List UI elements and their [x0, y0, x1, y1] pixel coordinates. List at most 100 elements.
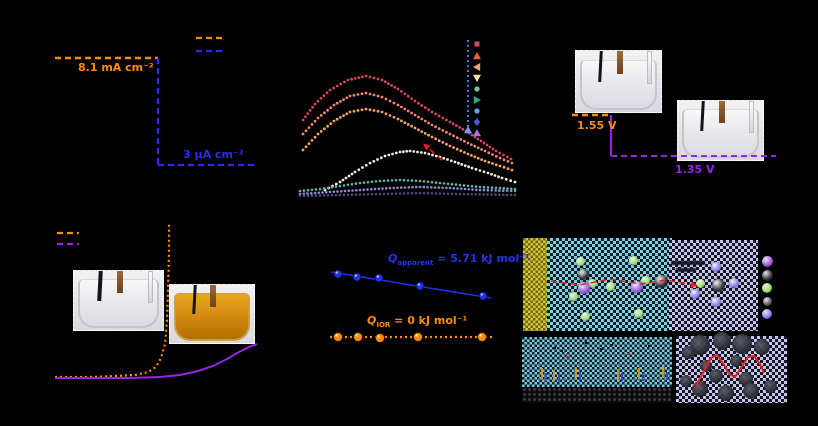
legend-atom-swatch: [762, 309, 772, 319]
b-legend-m6: [473, 96, 481, 104]
reference-tube: [646, 51, 652, 84]
adsorbed-stick-orange: [662, 367, 664, 378]
activation-energy-apparent-label: Qapparent = 5.71 kJ mol⁻¹: [388, 252, 530, 267]
md-structure-atom: [732, 334, 752, 354]
molecule-mark: [648, 345, 651, 347]
molecule-mark: [627, 353, 630, 355]
adsorbed-stick-blue: [579, 372, 581, 380]
atom: [580, 311, 590, 321]
md-structure-atom: [692, 381, 708, 397]
md-structure-atom: [680, 375, 692, 387]
adsorbed-stick-orange: [638, 368, 640, 379]
atom: [654, 274, 668, 288]
atom: [711, 278, 725, 292]
d-lsv-purple: [55, 343, 258, 379]
atom: [605, 281, 615, 291]
q-symbol: Q: [388, 252, 398, 265]
reference-tube: [748, 101, 754, 133]
adsorbed-stick-orange: [575, 367, 577, 378]
molecule-mark: [560, 350, 563, 352]
legend-atom-swatch: [761, 269, 773, 281]
legend-atom-swatch: [761, 255, 773, 267]
current-low-label: 3 μA cm⁻²: [183, 148, 244, 161]
md-structure-atom: [681, 345, 695, 359]
md-structure-atom: [690, 335, 710, 355]
md-structure-atom: [754, 339, 770, 355]
beaker-photo-1p35v: [677, 100, 764, 161]
b-curve-5: [298, 178, 517, 193]
illegible-annotation: [671, 261, 705, 265]
atom: [577, 268, 589, 280]
adsorbed-stick-blue: [666, 372, 668, 380]
adsorbed-stick-orange: [553, 370, 555, 381]
electrode-brown: [616, 51, 623, 75]
adsorbed-stick-orange: [541, 368, 543, 379]
electrode-atom-band: [522, 387, 672, 403]
b-legend-m4: [473, 74, 481, 82]
q-subscript: apparent: [397, 259, 434, 268]
atom: [729, 278, 739, 288]
b-curve-7: [298, 191, 517, 198]
activation-energy-ior-label: QIOR = 0 kJ mol⁻¹: [367, 314, 467, 329]
b-curve-4: [323, 149, 517, 192]
md-structure-atom: [718, 385, 734, 401]
md-structure-atom: [743, 383, 759, 399]
atom: [568, 291, 578, 301]
b-curve-1: [301, 74, 513, 161]
atom: [633, 308, 643, 318]
q-subscript: IOR: [376, 321, 391, 330]
electrode-brown: [718, 101, 725, 124]
b-red-arrow: [422, 143, 443, 161]
atom: [578, 282, 590, 294]
atom: [711, 297, 721, 307]
b-legend-m3: [473, 63, 481, 71]
b-curve-2: [301, 91, 514, 165]
molecule-mark: [553, 347, 556, 349]
atom: [711, 262, 721, 272]
md-structure-atom: [730, 355, 742, 367]
e-fit-blue: [330, 271, 492, 299]
reference-tube: [147, 271, 154, 303]
b-legend-m7: [474, 108, 480, 114]
voltage-low-label: 1.35 V: [675, 163, 715, 176]
b-legend-m8: [473, 118, 481, 126]
e-points-blue: [333, 269, 488, 301]
legend-atom-swatch: [762, 296, 772, 306]
md-structure-atom: [709, 369, 723, 383]
b-curve-6: [298, 185, 517, 196]
atom: [695, 278, 705, 288]
beaker-photo-1p55v: [575, 50, 662, 113]
electrode-brown: [210, 285, 217, 308]
beaker-photo-clear: [73, 270, 164, 331]
molecule-mark: [585, 342, 588, 344]
b-marker-arrow: [464, 126, 472, 134]
adsorbed-stick-blue: [558, 374, 560, 382]
legend-atom-swatch: [762, 283, 772, 293]
atom: [690, 289, 700, 299]
electrode-slab: [523, 238, 547, 331]
atom: [631, 281, 643, 293]
beaker-glass: [682, 109, 759, 159]
md-structure-atom: [713, 332, 731, 350]
adsorbed-stick-blue: [621, 373, 623, 381]
adsorbed-stick-orange: [617, 369, 619, 380]
molecule-mark: [566, 356, 569, 358]
b-legend-m9: [473, 129, 481, 137]
molecule-mark: [600, 348, 603, 350]
b-legend-m1: [474, 41, 480, 47]
b-curve-3: [301, 107, 514, 172]
adsorbed-stick-blue: [545, 373, 547, 381]
q-value: = 0 kJ mol⁻¹: [390, 314, 468, 327]
voltage-high-label: 1.55 V: [577, 119, 617, 132]
molecule-mark: [610, 344, 613, 346]
atom: [628, 255, 638, 265]
current-high-label: 8.1 mA cm⁻²: [78, 61, 154, 74]
electrode-brown: [116, 271, 123, 294]
b-legend-m2: [473, 52, 481, 60]
e-points-orange: [333, 332, 487, 343]
molecule-mark: [594, 355, 597, 357]
adsorbed-stick-blue: [642, 373, 644, 381]
q-symbol: Q: [367, 314, 377, 327]
md-snapshot-left: [522, 337, 672, 403]
